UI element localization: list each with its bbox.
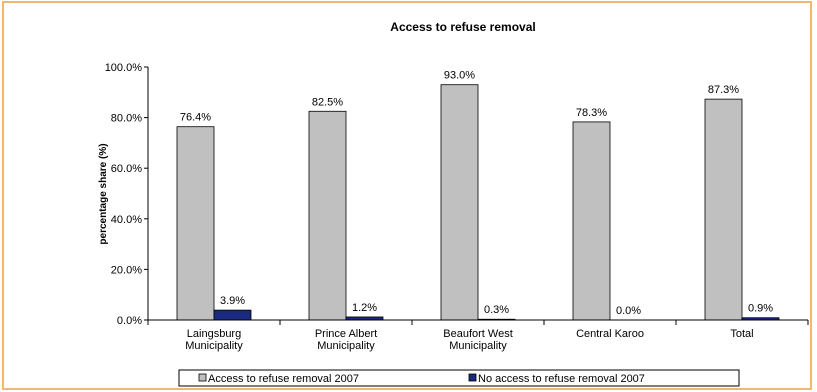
y-tick-label: 60.0% bbox=[111, 163, 142, 175]
data-label: 3.9% bbox=[220, 295, 245, 307]
bar-access bbox=[440, 84, 479, 321]
y-tick-label: 0.0% bbox=[117, 315, 142, 327]
axes-layer: 0.0% 20.0% 40.0% 60.0% 80.0% 100.0% Laingsburg… bbox=[105, 62, 809, 352]
x-tick-label: Laingsburg Municipality bbox=[185, 328, 243, 352]
legend-swatch bbox=[198, 373, 207, 382]
y-axis-label: percentage share (%) bbox=[98, 143, 109, 244]
data-label: 1.2% bbox=[352, 302, 377, 314]
legend-box bbox=[178, 369, 740, 387]
bar-access bbox=[704, 98, 743, 321]
x-tick-label: Total bbox=[730, 328, 753, 340]
data-label: 78.3% bbox=[576, 107, 607, 119]
legend-swatch bbox=[468, 373, 477, 382]
data-label: 93.0% bbox=[444, 70, 475, 82]
data-label: 82.5% bbox=[312, 96, 343, 108]
y-tick-label: 20.0% bbox=[111, 264, 142, 276]
data-label: 76.4% bbox=[180, 112, 211, 124]
legend: Access to refuse removal 2007 No access t… bbox=[178, 369, 740, 387]
bars-layer: 76.4% 3.9% 82.5% 1.2% 93.0% 0.3% 78.3% 0.0% 87.3… bbox=[176, 70, 780, 321]
x-tick-label: Prince Albert Municipality bbox=[315, 328, 377, 352]
legend-entry: No access to refuse removal 2007 bbox=[478, 373, 645, 385]
bar-access bbox=[572, 121, 611, 321]
bar-no-access bbox=[213, 309, 252, 321]
chart-title: Access to refuse removal bbox=[390, 20, 535, 34]
x-tick-label: Beaufort West Municipality bbox=[443, 328, 513, 352]
bar-access bbox=[308, 110, 347, 321]
x-tick-label: Central Karoo bbox=[576, 328, 644, 340]
y-tick-label: 40.0% bbox=[111, 214, 142, 226]
data-label: 0.0% bbox=[616, 305, 641, 317]
data-label: 0.9% bbox=[748, 303, 773, 315]
y-tick-label: 100.0% bbox=[105, 62, 143, 74]
data-label: 0.3% bbox=[484, 304, 509, 316]
data-label: 87.3% bbox=[708, 84, 739, 96]
bar-access bbox=[176, 126, 215, 321]
legend-entry: Access to refuse removal 2007 bbox=[208, 373, 359, 385]
y-tick-label: 80.0% bbox=[111, 113, 142, 125]
